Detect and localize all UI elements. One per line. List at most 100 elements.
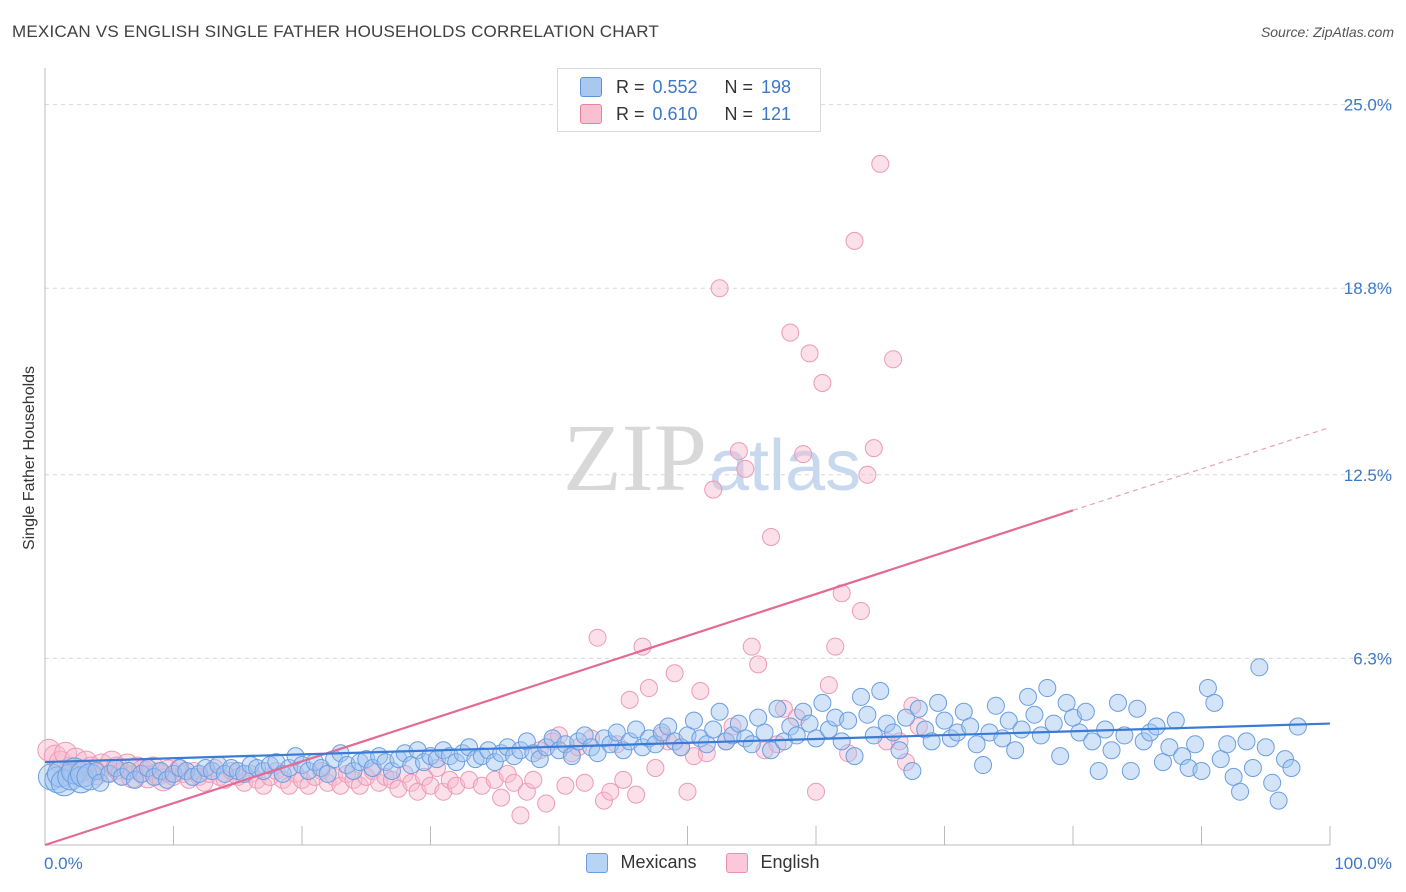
mexicans-point	[460, 738, 479, 757]
mexicans-point	[1243, 759, 1262, 777]
mexicans-point	[575, 726, 594, 745]
english-point	[601, 782, 620, 801]
english-point	[665, 664, 684, 683]
english-point	[807, 782, 825, 801]
r-value: 0.552	[652, 76, 698, 97]
english-point	[350, 776, 369, 795]
mexicans-point	[684, 711, 703, 730]
mexicans-point	[1276, 750, 1295, 769]
mexicans-point	[896, 708, 915, 727]
mexicans-point	[710, 702, 729, 721]
english-point	[620, 690, 639, 709]
mexicans-point	[954, 702, 973, 721]
mexicans-point	[890, 741, 909, 760]
mexicans-point	[1224, 767, 1243, 786]
regression-lines	[44, 426, 1331, 847]
english-regression-extension	[1072, 426, 1331, 511]
mexicans-point	[858, 705, 877, 724]
legend-item-mexicans[interactable]: Mexicans	[586, 852, 696, 873]
mexicans-point	[382, 761, 401, 780]
mexicans-point	[877, 714, 896, 733]
mexicans-point	[1263, 773, 1282, 792]
mexicans-point	[974, 756, 993, 775]
mexicans-point	[627, 720, 646, 739]
mexicans-point	[286, 747, 305, 766]
mexicans-point	[871, 682, 890, 700]
english-point	[774, 699, 793, 718]
mexicans-point	[607, 723, 626, 742]
mexicans-point	[1218, 735, 1237, 754]
english-point	[794, 445, 813, 464]
mexicans-point	[903, 761, 922, 780]
english-point	[575, 773, 594, 792]
mexicans-point	[485, 753, 504, 772]
english-point	[781, 323, 800, 342]
mexicans-point	[1166, 711, 1185, 730]
mexicans-point	[659, 717, 678, 736]
mexicans-point	[832, 732, 851, 751]
english-point	[639, 679, 658, 698]
mexicans-point	[1108, 693, 1127, 712]
mexicans-point	[562, 747, 581, 766]
mexicans-point	[762, 741, 781, 760]
mexicans-point	[1070, 723, 1089, 742]
r-value: 0.610	[652, 103, 698, 124]
english-point	[691, 682, 710, 700]
english-regression-line	[44, 509, 1074, 847]
legend-row-english: R = 0.610 N = 121	[580, 102, 791, 126]
mexicans-point	[781, 717, 800, 736]
mexicans-regression-line	[44, 722, 1331, 764]
watermark-atlas: atlas	[709, 426, 861, 506]
english-point	[858, 465, 877, 484]
n-label: N =	[724, 76, 754, 97]
mexicans-point	[1198, 679, 1217, 698]
mexicans-point	[1089, 761, 1108, 780]
mexicans-point	[1038, 679, 1057, 698]
english-point	[505, 773, 524, 792]
legend-swatch-english	[726, 852, 749, 873]
english-point	[646, 759, 665, 777]
x-tick-label: 100.0%	[1334, 854, 1392, 873]
legend-item-english[interactable]: English	[726, 852, 820, 873]
mexicans-point	[1153, 753, 1172, 772]
mexicans-point	[851, 687, 870, 706]
english-points	[37, 154, 928, 825]
english-point	[845, 231, 864, 250]
watermark-zip: ZIP	[563, 404, 707, 511]
n-label: N =	[724, 103, 754, 124]
mexicans-point	[935, 711, 954, 730]
mexicans-point	[1173, 747, 1192, 766]
mexicans-point	[967, 735, 986, 754]
english-point	[762, 528, 781, 546]
mexicans-point	[1231, 782, 1250, 801]
mexicans-point	[530, 750, 549, 769]
mexicans-point	[845, 747, 864, 766]
mexicans-point	[1288, 717, 1307, 736]
legend-label-mexicans: Mexicans	[620, 852, 697, 872]
y-tick-label: 18.8%	[1344, 279, 1392, 298]
mexicans-point	[961, 717, 980, 736]
legend-swatch-mexicans	[586, 852, 609, 873]
mexicans-point	[1186, 735, 1205, 754]
mexicans-point	[909, 699, 928, 718]
n-value: 121	[761, 103, 792, 124]
mexicans-point	[864, 726, 883, 745]
mexicans-point	[922, 732, 941, 751]
mexicans-point	[1057, 693, 1076, 712]
english-point	[594, 791, 613, 810]
mexicans-point	[1006, 741, 1025, 760]
mexicans-point	[1012, 720, 1031, 739]
mexicans-point	[755, 723, 774, 742]
english-point	[511, 806, 530, 825]
mexicans-point	[1250, 658, 1269, 677]
watermark: ZIP atlas	[563, 404, 861, 511]
english-point	[729, 442, 748, 461]
english-point	[896, 753, 915, 772]
english-point	[492, 788, 511, 807]
english-point	[819, 676, 838, 695]
mexicans-point	[1102, 741, 1121, 760]
series-legend: Mexicans English	[0, 852, 1406, 873]
legend-label-english: English	[760, 852, 820, 872]
english-point	[524, 770, 543, 789]
mexicans-point	[1044, 714, 1063, 733]
